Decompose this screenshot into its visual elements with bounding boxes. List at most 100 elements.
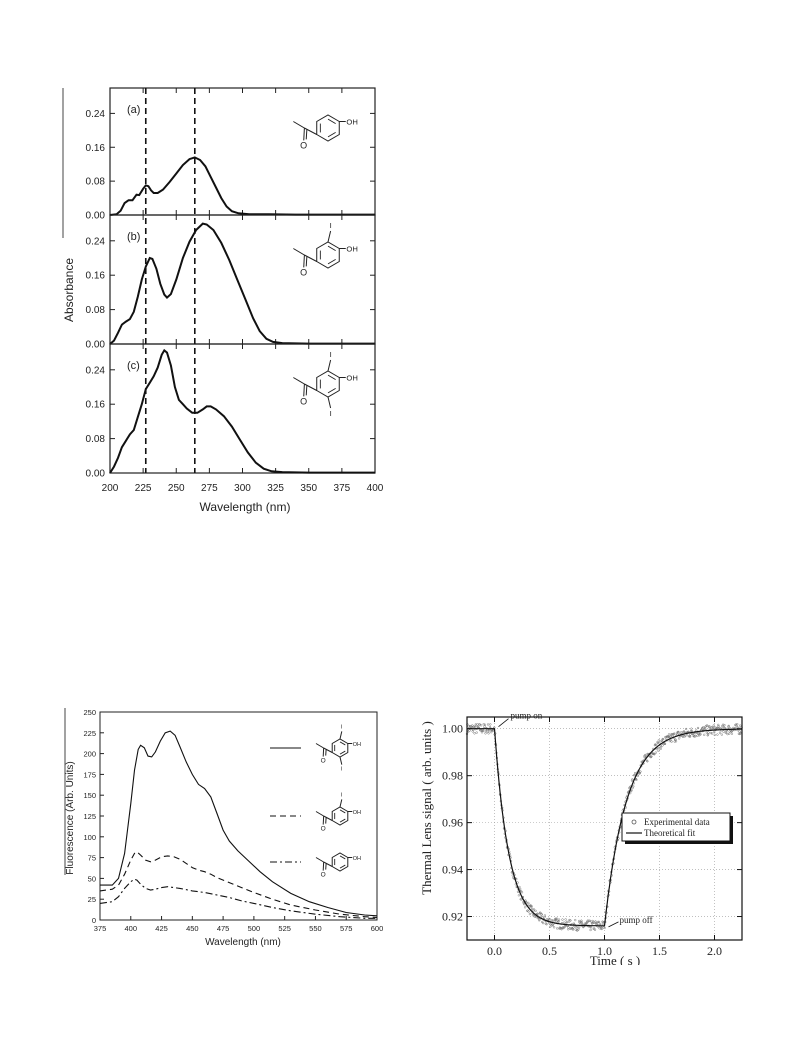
data-point	[520, 898, 523, 901]
pump-off-label: pump off	[620, 915, 653, 925]
molecule-carbonyl-bond	[303, 254, 305, 268]
data-point	[565, 920, 569, 923]
data-point	[633, 771, 637, 775]
molecule-double-bond	[327, 132, 336, 138]
molecule-carbonyl-bond	[305, 255, 308, 267]
data-point	[638, 771, 642, 774]
absorbance-panel: 0.00 0.08 0.16 0.24 (c) O OH I I	[86, 343, 376, 480]
y-tick-label: 225	[83, 729, 96, 738]
legend-molecule-double-bond	[339, 809, 346, 814]
y-tick-label: 0.24	[86, 109, 106, 120]
legend-molecule-acetyl-bond	[323, 861, 333, 867]
fluorescence-plot-area: 0 25 50 75 100 125 150 175 200 225 250 375 400 425 450…	[64, 708, 383, 933]
absorbance-panel: 0.00 0.08 0.16 0.24 (a) O OH	[86, 87, 376, 222]
x-tick-label: 200	[102, 483, 119, 494]
panel-label: (b)	[127, 231, 140, 243]
fluorescence-curve-dashdot	[99, 878, 377, 919]
data-point	[646, 760, 649, 763]
data-point	[657, 749, 660, 752]
data-point	[723, 723, 726, 727]
pump-on-label: pump on	[511, 711, 543, 721]
legend-molecule-double-bond	[339, 818, 346, 823]
data-point	[519, 887, 522, 891]
legend-molecule-double-bond	[339, 864, 346, 869]
y-tick-label: 0.00	[86, 211, 106, 222]
x-tick-label: 1.5	[652, 944, 667, 958]
molecule-iodo-label: I	[330, 221, 332, 230]
data-point	[657, 739, 660, 742]
molecule-oh-label: OH	[346, 374, 357, 383]
data-point	[551, 924, 554, 927]
data-point	[539, 911, 542, 915]
x-tick-label: 450	[186, 924, 199, 933]
absorbance-plot-area: 0.00 0.08 0.16 0.24 (a) O OH 0.00 0.08 0.16 0.24 (b…	[62, 87, 384, 494]
thermal-lens-x-axis-label: Time ( s )	[590, 953, 640, 965]
legend-molecule-oxygen-label: O	[321, 825, 326, 832]
data-point	[471, 724, 474, 727]
data-point	[538, 918, 541, 921]
data-point	[655, 747, 658, 751]
molecule-double-bond	[327, 118, 336, 124]
molecule-carbonyl-bond	[305, 384, 308, 396]
data-point	[523, 906, 527, 909]
data-point	[532, 908, 536, 911]
thermal-lens-plot-area: 0.0 0.5 1.0 1.5 2.0 0.92 0.94 0.96 0.98 1.00 pump …	[442, 711, 743, 958]
data-point	[662, 737, 665, 741]
absorbance-panel: 0.00 0.08 0.16 0.24 (b) O OH I	[86, 214, 376, 351]
data-point	[684, 727, 688, 731]
data-point	[659, 746, 663, 749]
legend-label-fit: Theoretical fit	[644, 828, 696, 838]
fluorescence-figure: 0 25 50 75 100 125 150 175 200 225 250 375 400 425 450…	[64, 708, 383, 948]
data-point	[531, 914, 535, 917]
data-point	[631, 786, 635, 789]
legend-molecule-iodo-label: I	[341, 792, 343, 798]
data-point	[588, 919, 591, 922]
data-point	[635, 778, 638, 781]
data-point	[534, 909, 537, 912]
data-point	[631, 778, 634, 781]
data-point	[549, 925, 552, 928]
data-point	[653, 753, 656, 756]
molecule-oxygen-label: O	[300, 267, 307, 277]
data-point	[572, 926, 575, 929]
data-point	[674, 740, 678, 743]
panel-frame	[109, 214, 376, 345]
data-point	[736, 723, 739, 726]
data-point	[690, 727, 693, 730]
molecule-iodo-bond	[327, 396, 332, 409]
data-point	[519, 898, 522, 901]
y-tick-label: 0	[92, 916, 96, 925]
legend-marker-experimental	[631, 819, 637, 825]
data-point	[688, 735, 692, 738]
x-tick-label: 375	[94, 924, 107, 933]
data-point	[475, 731, 478, 734]
x-tick-label: 2.0	[707, 944, 722, 958]
molecule-oh-label: OH	[346, 118, 357, 127]
x-tick-label: 325	[267, 483, 284, 494]
data-point	[730, 732, 734, 735]
data-point	[489, 723, 492, 726]
data-point	[639, 770, 642, 773]
y-tick-label: 0.24	[86, 236, 106, 247]
x-tick-label: 0.0	[487, 944, 502, 958]
x-tick-label: 425	[155, 924, 168, 933]
data-point	[556, 927, 559, 930]
absorbance-curve	[109, 222, 375, 345]
data-point	[540, 913, 543, 916]
thermal-lens-y-axis-label: Thermal Lens signal ( arb. units )	[419, 721, 434, 895]
data-point	[669, 735, 672, 738]
y-tick-label: 25	[88, 895, 96, 904]
data-point	[655, 743, 658, 746]
legend-molecule-iodo-bond	[339, 756, 343, 765]
data-point	[597, 920, 601, 924]
data-point	[475, 724, 478, 727]
data-point	[537, 913, 540, 916]
data-point	[721, 723, 725, 726]
data-point	[528, 912, 532, 916]
x-tick-label: 225	[135, 483, 152, 494]
data-point	[468, 729, 471, 732]
y-tick-label: 150	[83, 791, 96, 800]
y-tick-label: 0.96	[442, 816, 463, 830]
legend-molecule-methyl-bond	[315, 857, 324, 863]
data-point	[603, 926, 606, 929]
